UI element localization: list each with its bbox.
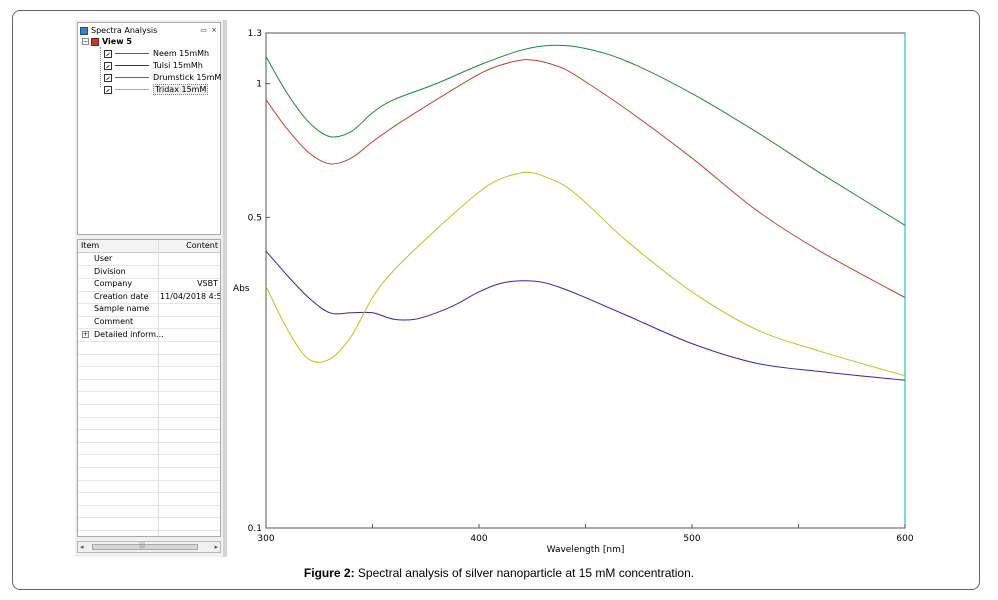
y-axis-label: Abs xyxy=(233,284,250,294)
spectrum-file-icon xyxy=(104,61,112,70)
tree-item-tridax[interactable]: Tridax 15mM xyxy=(104,84,209,95)
empty-property-row xyxy=(78,518,220,531)
legend-swatch-drumstick xyxy=(115,77,149,78)
tree-item-label: Drumstick 15mM xyxy=(153,73,222,82)
empty-property-row xyxy=(78,429,220,443)
tree-item-label: Tridax 15mM xyxy=(153,84,209,95)
scroll-thumb[interactable]: ||| xyxy=(92,542,198,550)
empty-property-row xyxy=(78,417,220,431)
empty-property-row xyxy=(78,455,220,468)
scroll-grip-icon: ||| xyxy=(139,542,146,549)
spectrum-file-icon xyxy=(104,73,112,82)
scroll-right-icon[interactable]: ▸ xyxy=(214,543,218,551)
properties-header: Item Content xyxy=(78,240,220,253)
empty-property-row xyxy=(78,379,220,393)
series-line-tridax[interactable] xyxy=(265,171,906,377)
property-row[interactable]: Company VSBT xyxy=(78,278,220,292)
legend-swatch-tridax xyxy=(115,89,149,90)
data-tree-pane: ▭ × Spectra Analysis − View 5 Neem 15mMh … xyxy=(77,22,221,235)
y-tick-label: 1 xyxy=(256,80,262,90)
series-line-neem[interactable] xyxy=(265,44,906,226)
empty-property-row xyxy=(78,392,220,405)
empty-property-row xyxy=(78,480,220,494)
legend-swatch-tulsi xyxy=(115,65,149,66)
empty-property-row xyxy=(78,467,220,481)
collapse-icon[interactable]: − xyxy=(82,38,89,45)
properties-pane: Item Content User Division Company VSBT Crea… xyxy=(77,239,221,544)
tree-item-drumstick[interactable]: Drumstick 15mM xyxy=(104,72,221,83)
empty-property-row xyxy=(78,341,220,355)
label-layer: 300 400 500 600 0.1 0.5 1 1.3 Wavelength [nm] Abs xyxy=(233,29,914,555)
tree-item-label: Tulsi 15mMh xyxy=(153,61,203,70)
spectrum-file-icon xyxy=(104,49,112,58)
tree-item-label: Neem 15mMh xyxy=(153,49,210,58)
property-content: 11/04/2018 4:5 xyxy=(160,291,220,301)
property-row[interactable]: Comment xyxy=(78,316,220,330)
x-tick-label: 300 xyxy=(257,534,274,544)
empty-property-row xyxy=(78,366,220,380)
x-tick-label: 600 xyxy=(896,534,913,544)
property-row[interactable]: Sample name xyxy=(78,303,220,317)
property-item: Company xyxy=(94,279,133,289)
tree-item-tulsi[interactable]: Tulsi 15mMh xyxy=(104,60,203,71)
empty-property-row xyxy=(78,354,220,368)
spectrum-file-icon xyxy=(104,85,112,94)
x-axis-label: Wavelength [nm] xyxy=(547,545,625,555)
view-icon xyxy=(91,37,99,46)
series-line-tulsi[interactable] xyxy=(265,250,906,381)
tree-view-5[interactable]: − View 5 xyxy=(82,36,132,47)
y-tick-label: 0.1 xyxy=(248,524,262,534)
property-item: User xyxy=(94,254,113,263)
axes-layer xyxy=(265,32,906,529)
legend-swatch-neem xyxy=(115,53,149,54)
x-tick-label: 400 xyxy=(470,534,487,544)
y-tick-label: 1.3 xyxy=(248,29,262,39)
spectra-analysis-icon xyxy=(80,26,88,35)
spectra-app-window: ▭ × Spectra Analysis − View 5 Neem 15mMh … xyxy=(75,20,920,557)
tree-root-spectra-analysis[interactable]: Spectra Analysis xyxy=(80,25,157,36)
property-item: Detailed inform... xyxy=(94,329,164,339)
y-tick-label: 0.5 xyxy=(248,213,262,223)
property-row[interactable]: User xyxy=(78,253,220,267)
property-content: VSBT xyxy=(197,279,218,289)
series-layer xyxy=(265,44,906,381)
property-item: Comment xyxy=(94,317,134,326)
horizontal-scrollbar[interactable]: ◂ ||| ▸ xyxy=(77,541,221,553)
x-tick-label: 500 xyxy=(683,534,700,544)
property-row[interactable]: + Detailed inform... xyxy=(78,329,220,342)
column-divider[interactable] xyxy=(158,240,159,536)
property-row[interactable]: Division xyxy=(78,266,220,279)
empty-property-row xyxy=(78,442,220,456)
property-item: Creation date xyxy=(94,291,149,301)
spectrum-chart[interactable]: 300 400 500 600 0.1 0.5 1 1.3 Wavelength [nm] Abs xyxy=(227,20,920,557)
expand-icon[interactable]: + xyxy=(82,330,89,338)
empty-property-row xyxy=(78,492,220,506)
scroll-left-icon[interactable]: ◂ xyxy=(80,543,84,551)
empty-property-row xyxy=(78,505,220,519)
tree-view-label: View 5 xyxy=(102,37,132,46)
spectrum-chart-area[interactable]: 300 400 500 600 0.1 0.5 1 1.3 Wavelength [nm] Abs xyxy=(227,20,920,557)
pane-window-controls[interactable]: ▭ × xyxy=(200,26,218,34)
plot-frame xyxy=(265,32,906,529)
tree-root-label: Spectra Analysis xyxy=(91,26,158,35)
content-column-header[interactable]: Content xyxy=(186,241,218,250)
caption-text: Spectral analysis of silver nanoparticle… xyxy=(354,566,695,580)
tree-connector xyxy=(100,47,101,87)
empty-property-row xyxy=(78,404,220,418)
series-line-drumstick[interactable] xyxy=(265,59,906,299)
property-row[interactable]: Creation date 11/04/2018 4:5 xyxy=(78,291,220,305)
left-panel: ▭ × Spectra Analysis − View 5 Neem 15mMh … xyxy=(75,20,223,557)
property-item: Sample name xyxy=(94,304,150,314)
figure-caption: Figure 2: Spectral analysis of silver na… xyxy=(0,566,998,580)
tree-item-neem[interactable]: Neem 15mMh xyxy=(104,48,209,59)
item-column-header[interactable]: Item xyxy=(81,241,100,250)
property-item: Division xyxy=(94,266,126,276)
caption-label: Figure 2: xyxy=(303,566,355,580)
